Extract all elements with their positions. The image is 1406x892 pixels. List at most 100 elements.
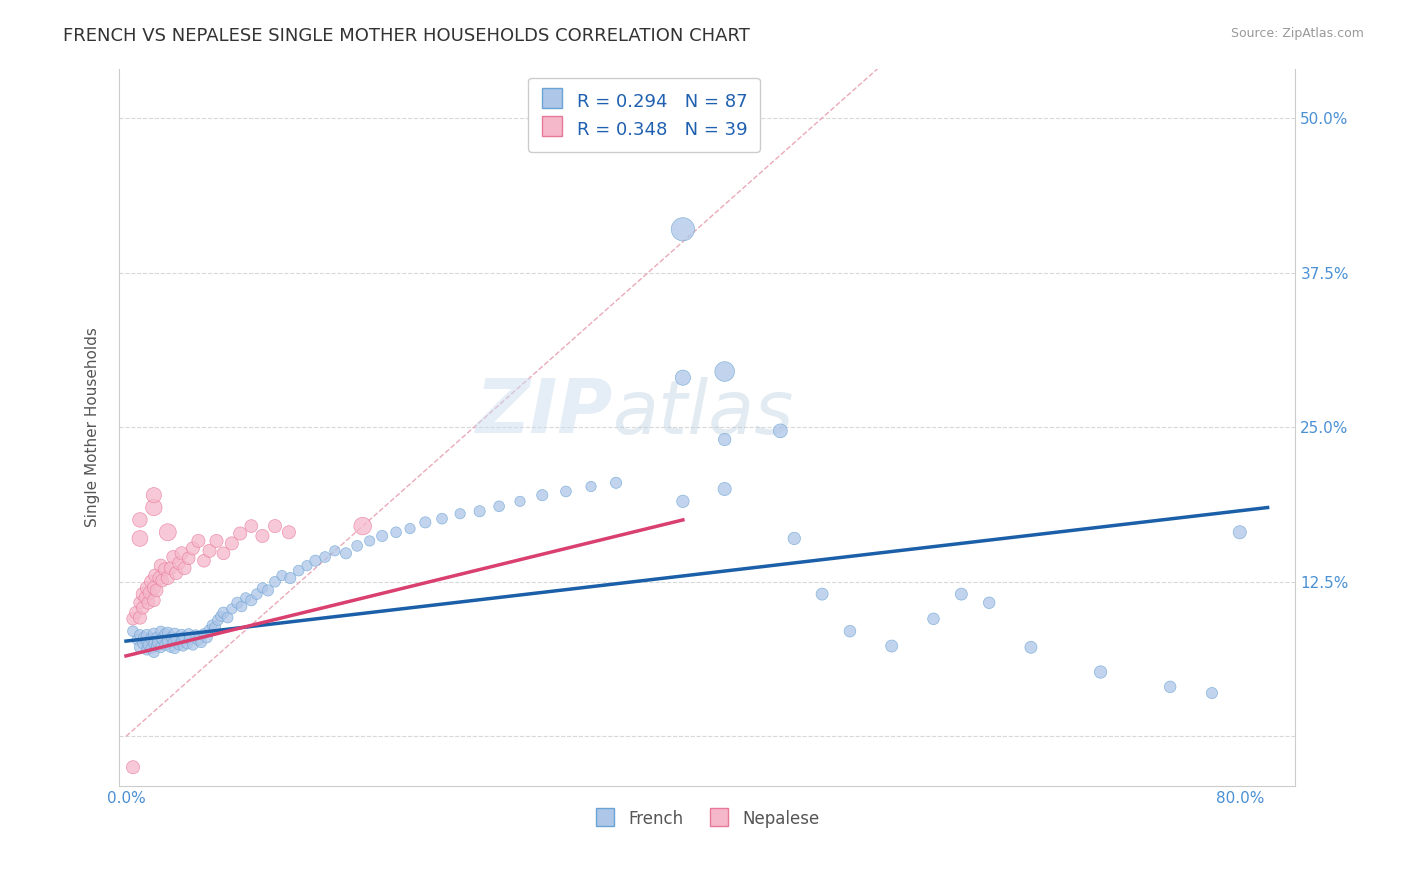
- Y-axis label: Single Mother Households: Single Mother Households: [86, 327, 100, 527]
- Point: [122, 760, 145, 774]
- Point: [165, 632, 187, 646]
- Point: [132, 636, 155, 650]
- Point: [880, 639, 903, 653]
- Point: [136, 638, 159, 652]
- Point: [201, 618, 224, 632]
- Point: [181, 541, 204, 556]
- Point: [226, 596, 249, 610]
- Point: [177, 551, 200, 566]
- Point: [167, 556, 190, 570]
- Point: [142, 626, 165, 640]
- Point: [672, 222, 695, 236]
- Point: [162, 635, 184, 649]
- Point: [221, 602, 243, 616]
- Point: [143, 568, 166, 582]
- Point: [531, 488, 554, 502]
- Point: [979, 596, 1001, 610]
- Point: [811, 587, 834, 601]
- Point: [399, 522, 422, 536]
- Point: [430, 511, 453, 525]
- Point: [352, 519, 374, 533]
- Point: [195, 631, 218, 645]
- Point: [209, 609, 232, 624]
- Point: [129, 532, 152, 546]
- Point: [165, 566, 187, 580]
- Point: [142, 593, 165, 607]
- Point: [153, 562, 176, 576]
- Point: [1019, 640, 1042, 655]
- Point: [129, 596, 152, 610]
- Point: [142, 645, 165, 659]
- Point: [132, 600, 155, 615]
- Text: ZIP: ZIP: [475, 376, 613, 450]
- Point: [385, 525, 408, 540]
- Point: [359, 533, 381, 548]
- Point: [149, 624, 172, 639]
- Point: [190, 635, 212, 649]
- Point: [672, 370, 695, 384]
- Point: [252, 581, 274, 595]
- Point: [136, 596, 159, 610]
- Point: [240, 519, 263, 533]
- Point: [160, 631, 183, 645]
- Point: [221, 536, 243, 550]
- Point: [170, 546, 193, 560]
- Point: [217, 610, 239, 624]
- Point: [170, 628, 193, 642]
- Point: [150, 574, 173, 588]
- Point: [1201, 686, 1223, 700]
- Point: [129, 513, 152, 527]
- Point: [1090, 665, 1112, 679]
- Point: [135, 635, 157, 649]
- Point: [713, 364, 735, 378]
- Point: [257, 583, 280, 598]
- Point: [204, 620, 226, 634]
- Point: [193, 626, 215, 640]
- Point: [153, 626, 176, 640]
- Point: [922, 612, 945, 626]
- Point: [134, 591, 156, 605]
- Point: [132, 587, 155, 601]
- Point: [142, 581, 165, 595]
- Point: [371, 529, 394, 543]
- Point: [132, 631, 155, 645]
- Point: [304, 554, 326, 568]
- Point: [212, 546, 235, 560]
- Point: [163, 641, 186, 656]
- Point: [150, 632, 173, 646]
- Point: [509, 494, 531, 508]
- Point: [184, 628, 207, 642]
- Point: [713, 482, 735, 496]
- Point: [252, 529, 274, 543]
- Point: [1229, 525, 1251, 540]
- Point: [231, 599, 253, 614]
- Point: [246, 587, 269, 601]
- Legend: French, Nepalese: French, Nepalese: [589, 802, 825, 835]
- Point: [783, 532, 806, 546]
- Point: [156, 625, 179, 640]
- Point: [163, 626, 186, 640]
- Point: [769, 424, 792, 438]
- Text: FRENCH VS NEPALESE SINGLE MOTHER HOUSEHOLDS CORRELATION CHART: FRENCH VS NEPALESE SINGLE MOTHER HOUSEHO…: [63, 27, 751, 45]
- Point: [135, 628, 157, 642]
- Point: [271, 568, 294, 582]
- Point: [145, 583, 167, 598]
- Point: [149, 558, 172, 573]
- Point: [153, 638, 176, 652]
- Point: [139, 632, 162, 646]
- Point: [149, 640, 172, 655]
- Point: [167, 638, 190, 652]
- Point: [235, 591, 257, 605]
- Point: [177, 626, 200, 640]
- Point: [170, 634, 193, 648]
- Point: [173, 561, 195, 575]
- Point: [287, 564, 309, 578]
- Point: [207, 613, 229, 627]
- Point: [187, 632, 209, 647]
- Point: [145, 639, 167, 653]
- Point: [138, 586, 160, 600]
- Point: [415, 516, 437, 530]
- Point: [156, 525, 179, 540]
- Point: [323, 544, 346, 558]
- Point: [181, 638, 204, 652]
